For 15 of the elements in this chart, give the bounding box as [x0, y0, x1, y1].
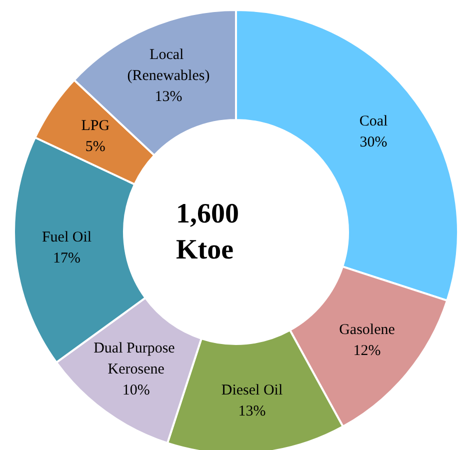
data-label: 5%	[85, 138, 106, 155]
slice-label: Coal	[359, 114, 388, 130]
slice-label: Local (Renewables)	[127, 46, 210, 84]
slice-label: Gasolene	[339, 322, 396, 338]
slice-label: Dual Purpose Kerosene	[94, 340, 179, 378]
data-label: 17%	[53, 250, 81, 266]
text: 1,600 Ktoe	[176, 198, 246, 266]
data-label: 30%	[360, 134, 388, 151]
slice-label: Fuel Oil	[42, 230, 92, 246]
data-label: 12%	[353, 342, 381, 359]
data-label: 10%	[122, 382, 150, 399]
slice-label: LPG	[81, 118, 110, 134]
data-label: 13%	[238, 404, 266, 420]
data-label: 13%	[154, 88, 182, 105]
slice-label: Diesel Oil	[221, 382, 283, 399]
